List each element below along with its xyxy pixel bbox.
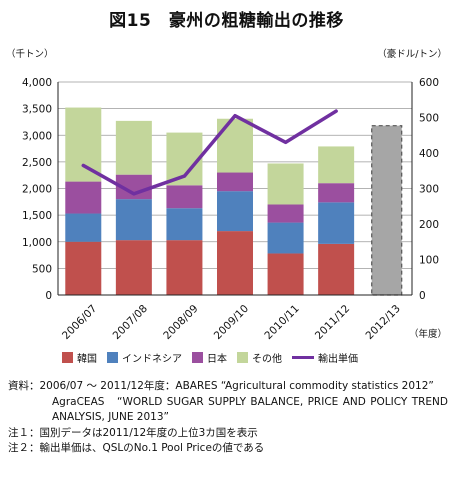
- note-2-label: 注２：: [8, 442, 40, 454]
- bar-segment: [115, 199, 152, 241]
- legend-swatch: [292, 355, 314, 359]
- source-label: 資料：: [8, 380, 40, 392]
- right-tick-label: 400: [419, 148, 439, 160]
- legend-swatch: [237, 351, 248, 363]
- left-tick-label: 3,000: [22, 130, 52, 142]
- x-tick-label: 2008/09: [161, 303, 200, 342]
- price-line: [81, 109, 338, 196]
- legend-item: その他: [237, 350, 282, 365]
- right-tick-label: 500: [419, 113, 439, 125]
- bar-segment: [65, 241, 102, 295]
- bar-segment: [166, 185, 203, 209]
- legend-label: 韓国: [77, 353, 97, 365]
- bar-segment: [267, 204, 304, 223]
- left-tick-label: 3,500: [22, 104, 52, 116]
- legend-swatch: [192, 351, 203, 363]
- bars: [65, 107, 403, 296]
- notes: 資料： 2006/07 ～ 2011/12年度：ABARES “Agricult…: [8, 379, 448, 457]
- bar-segment: [166, 208, 203, 241]
- x-tick-label: 2006/07: [60, 303, 99, 342]
- legend: 韓国 インドネシア 日本 その他 輸出単価: [62, 349, 392, 365]
- bar-segment: [65, 213, 102, 242]
- chart-svg: （千トン） （豪ドル/トン） （年度） 0 500 1,000 1,500 2,000 2…: [6, 48, 447, 342]
- bar-segment: [65, 107, 102, 182]
- chart-title: 図15 豪州の粗糖輸出の推移: [109, 11, 344, 31]
- x-tick-label: 2009/10: [212, 303, 251, 342]
- bar-segment: [115, 240, 152, 295]
- left-tick-label: 2,000: [22, 184, 52, 196]
- bar-segment: [217, 231, 253, 295]
- bar-segment: [65, 181, 102, 214]
- x-tick-label: 2012/13: [364, 303, 403, 342]
- left-tick-label: 500: [32, 263, 52, 275]
- source-line-2: AgraCEAS “WORLD SUGAR SUPPLY BALANCE, PR…: [52, 395, 448, 424]
- note-1-label: 注１：: [8, 426, 40, 439]
- x-tick-label: 2007/08: [111, 303, 150, 342]
- bar-segment: [318, 202, 355, 244]
- bar-segment: [318, 243, 355, 295]
- right-tick-label: 100: [419, 255, 439, 267]
- right-tick-label: 600: [419, 77, 439, 89]
- note-2: 輸出単価は、QSLのNo.1 Pool Priceの値である: [39, 442, 265, 454]
- bar-segment: [267, 163, 304, 205]
- bar-segment: [217, 172, 253, 192]
- right-tick-label: 200: [419, 219, 439, 231]
- legend-swatch: [62, 351, 73, 363]
- left-tick-label: 2,500: [22, 157, 52, 169]
- left-tick-label: 0: [45, 290, 52, 302]
- x-tick-label: 2011/12: [313, 303, 352, 342]
- bar-segment: [318, 146, 355, 184]
- left-tick-label: 1,500: [22, 210, 52, 222]
- legend-swatch: [107, 351, 118, 363]
- left-axis-unit: （千トン）: [6, 48, 54, 60]
- legend-label: 日本: [207, 353, 227, 365]
- legend-item: 韓国: [62, 350, 97, 365]
- x-axis-unit: （年度）: [409, 328, 447, 340]
- right-tick-label: 0: [419, 290, 426, 302]
- bar-segment: [318, 183, 355, 203]
- bar-segment: [115, 120, 152, 175]
- legend-item: 日本: [192, 350, 227, 365]
- right-tick-label: 300: [419, 184, 439, 196]
- price-line-path: [81, 109, 338, 196]
- bar-segment: [166, 240, 203, 295]
- left-tick-label: 4,000: [22, 77, 52, 89]
- bar-segment: [217, 118, 253, 173]
- bar-segment: [267, 222, 304, 254]
- legend-label: 輸出単価: [318, 353, 358, 365]
- legend-item: 輸出単価: [292, 350, 358, 365]
- source-line-1: 2006/07 ～ 2011/12年度：ABARES “Agricultural…: [39, 380, 434, 392]
- note-1: 国別データは2011/12年度の上位3カ国を表示: [39, 426, 258, 439]
- x-tick-label: 2010/11: [262, 303, 301, 342]
- bar-segment: [217, 191, 253, 232]
- left-tick-label: 1,000: [22, 237, 52, 249]
- bar-total-2012-13: [371, 125, 403, 296]
- right-axis-unit: （豪ドル/トン）: [377, 48, 447, 60]
- legend-label: その他: [252, 353, 282, 365]
- legend-item: インドネシア: [107, 350, 182, 365]
- legend-label: インドネシア: [122, 353, 182, 365]
- bar-segment: [267, 253, 304, 295]
